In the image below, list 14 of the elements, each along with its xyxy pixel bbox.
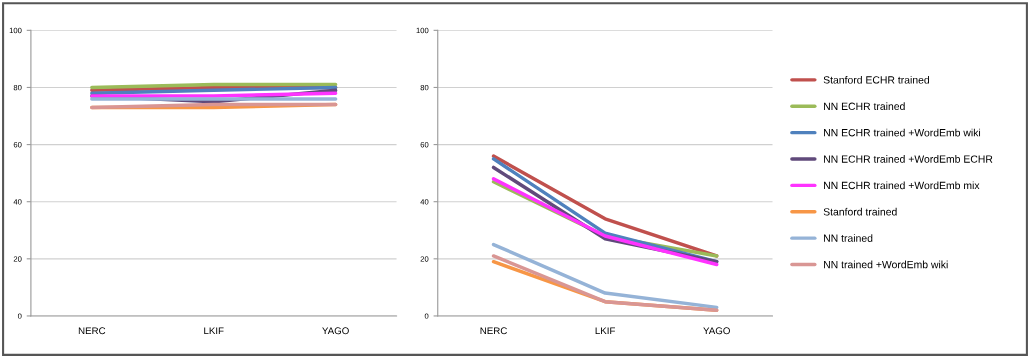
legend-label: NN ECHR trained +WordEmb wiki — [824, 128, 981, 137]
legend-label: NN ECHR trained +WordEmb ECHR — [824, 155, 993, 163]
x-tick-label: LKIF — [204, 327, 224, 335]
legend-label: NN trained +WordEmb wiki — [824, 260, 948, 269]
x-tick-label: NERC — [78, 327, 106, 335]
x-tick-label: YAGO — [703, 327, 730, 335]
legend-label: NN trained — [824, 234, 873, 242]
legend-label: Stanford ECHR trained — [823, 75, 930, 84]
legend-label: NN ECHR trained +WordEmb mix — [824, 181, 980, 190]
x-tick-label: NERC — [480, 327, 507, 335]
x-tick-label: YAGO — [322, 327, 349, 335]
legend-label: Stanford trained — [823, 207, 897, 216]
legend-label: NN ECHR trained — [824, 102, 905, 110]
x-tick-label: LKIF — [595, 327, 615, 335]
